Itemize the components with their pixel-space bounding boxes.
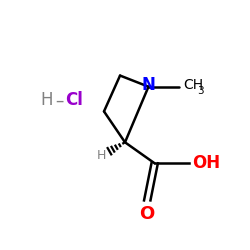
Text: 3: 3 (198, 86, 204, 96)
Text: CH: CH (183, 78, 203, 92)
Text: H: H (41, 91, 54, 109)
Text: OH: OH (192, 154, 220, 172)
Text: O: O (140, 205, 155, 223)
Text: –: – (55, 91, 64, 109)
Text: Cl: Cl (66, 91, 83, 109)
Text: N: N (142, 76, 156, 94)
Text: H: H (97, 150, 106, 162)
